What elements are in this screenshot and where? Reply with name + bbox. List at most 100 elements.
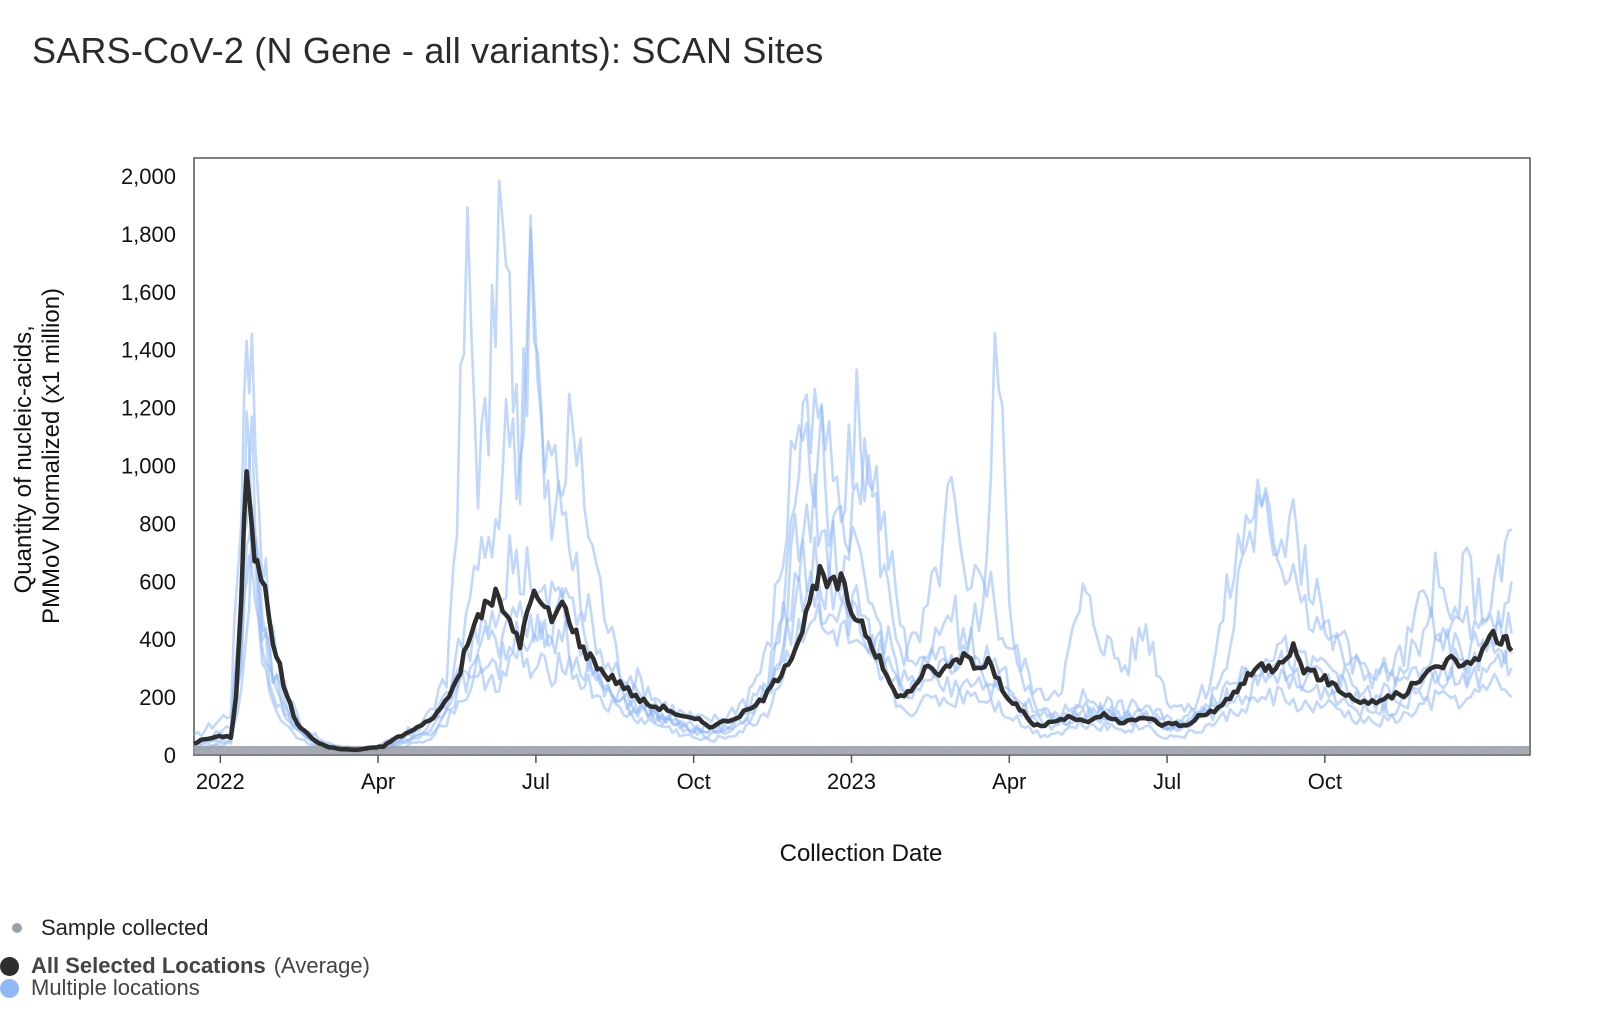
sample-marker bbox=[1515, 746, 1519, 754]
legend-sample[interactable]: Sample collected bbox=[12, 915, 209, 941]
sample-marker bbox=[1106, 746, 1110, 754]
sample-marker bbox=[1086, 746, 1090, 754]
sample-marker bbox=[412, 746, 416, 754]
sample-marker bbox=[1423, 746, 1427, 754]
sample-marker bbox=[215, 746, 219, 754]
sample-marker bbox=[1425, 746, 1428, 754]
sample-marker bbox=[597, 746, 600, 754]
sample-marker bbox=[1077, 746, 1080, 754]
sample-marker bbox=[1338, 746, 1342, 754]
sample-marker bbox=[1064, 746, 1068, 754]
sample-marker bbox=[943, 746, 946, 754]
sample-marker bbox=[1454, 746, 1458, 754]
sample-marker bbox=[823, 746, 826, 754]
sample-marker bbox=[530, 746, 534, 754]
sample-marker bbox=[1270, 746, 1274, 754]
sample-marker bbox=[239, 746, 243, 754]
sample-marker bbox=[1059, 746, 1062, 754]
sample-marker bbox=[587, 746, 591, 754]
sample-marker bbox=[1156, 746, 1160, 754]
sample-marker bbox=[685, 746, 688, 754]
sample-marker bbox=[250, 746, 254, 754]
y-axis-label: Quantity of nucleic-acids, PMMoV Normali… bbox=[10, 288, 65, 624]
sample-marker bbox=[915, 746, 918, 754]
sample-marker bbox=[683, 746, 686, 754]
sample-marker bbox=[637, 746, 640, 754]
sample-marker bbox=[961, 746, 964, 754]
sample-marker bbox=[681, 746, 685, 754]
sample-marker bbox=[1230, 746, 1233, 754]
sample-marker bbox=[1005, 746, 1009, 754]
sample-marker bbox=[499, 746, 502, 754]
sample-marker bbox=[481, 746, 484, 754]
sample-marker bbox=[1055, 746, 1058, 754]
average-series-line[interactable] bbox=[193, 469, 1514, 753]
sample-marker bbox=[326, 746, 329, 754]
sample-marker bbox=[1184, 746, 1187, 754]
legend-multiple[interactable]: Multiple locations bbox=[0, 975, 200, 1001]
sample-marker bbox=[589, 746, 593, 754]
sample-marker bbox=[956, 746, 959, 754]
sample-marker bbox=[1073, 746, 1077, 754]
sample-marker bbox=[1276, 746, 1279, 754]
sample-marker bbox=[779, 746, 782, 754]
sample-marker bbox=[814, 746, 817, 754]
sample-marker bbox=[569, 746, 572, 754]
sample-marker bbox=[1322, 746, 1325, 754]
sample-marker bbox=[919, 746, 922, 754]
sample-marker bbox=[512, 746, 515, 754]
sample-marker bbox=[753, 746, 756, 754]
sample-marker bbox=[1499, 746, 1502, 754]
sample-marker bbox=[1042, 746, 1045, 754]
sample-marker bbox=[1038, 746, 1042, 754]
sample-marker bbox=[320, 746, 324, 754]
location-series-line[interactable] bbox=[193, 536, 1513, 752]
sample-marker bbox=[1057, 746, 1060, 754]
location-series-line[interactable] bbox=[193, 520, 1513, 753]
sample-marker bbox=[1300, 746, 1303, 754]
sample-marker bbox=[249, 746, 252, 754]
x-tick-label: Apr bbox=[361, 769, 395, 794]
sample-marker bbox=[265, 746, 269, 754]
sample-marker bbox=[1187, 746, 1191, 754]
y-tick-label: 1,600 bbox=[121, 280, 176, 305]
sample-marker bbox=[600, 746, 604, 754]
sample-marker bbox=[871, 746, 874, 754]
sample-marker bbox=[1410, 746, 1414, 754]
y-tick-label: 1,000 bbox=[121, 454, 176, 479]
legend-multiple-label: Multiple locations bbox=[31, 975, 200, 1000]
sample-marker bbox=[311, 746, 315, 754]
sample-marker bbox=[1071, 746, 1075, 754]
legend-average[interactable]: All Selected Locations (Average) bbox=[0, 953, 370, 979]
sample-marker bbox=[1412, 746, 1415, 754]
sample-marker bbox=[1007, 746, 1010, 754]
sample-marker bbox=[790, 746, 793, 754]
sample-marker bbox=[869, 746, 872, 754]
sample-marker bbox=[609, 746, 613, 754]
sample-marker bbox=[1296, 746, 1299, 754]
sample-marker bbox=[223, 746, 226, 754]
sample-marker bbox=[913, 746, 917, 754]
sample-marker bbox=[895, 746, 898, 754]
sample-marker bbox=[1445, 746, 1449, 754]
sample-marker bbox=[981, 746, 985, 754]
sample-marker bbox=[394, 746, 397, 754]
sample-marker bbox=[506, 746, 510, 754]
sample-marker bbox=[527, 746, 530, 754]
sample-marker bbox=[845, 746, 848, 754]
sample-marker bbox=[1154, 746, 1158, 754]
sample-marker bbox=[711, 746, 714, 754]
sample-marker bbox=[562, 746, 565, 754]
sample-marker bbox=[821, 746, 825, 754]
sample-marker bbox=[700, 746, 703, 754]
sample-marker bbox=[630, 746, 633, 754]
sample-marker bbox=[1353, 746, 1357, 754]
x-tick-label: Jul bbox=[522, 769, 550, 794]
sample-marker bbox=[1480, 746, 1484, 754]
sample-marker bbox=[403, 746, 407, 754]
sample-marker bbox=[1268, 746, 1272, 754]
sample-marker bbox=[516, 746, 519, 754]
sample-marker bbox=[208, 746, 211, 754]
sample-marker bbox=[1211, 746, 1215, 754]
